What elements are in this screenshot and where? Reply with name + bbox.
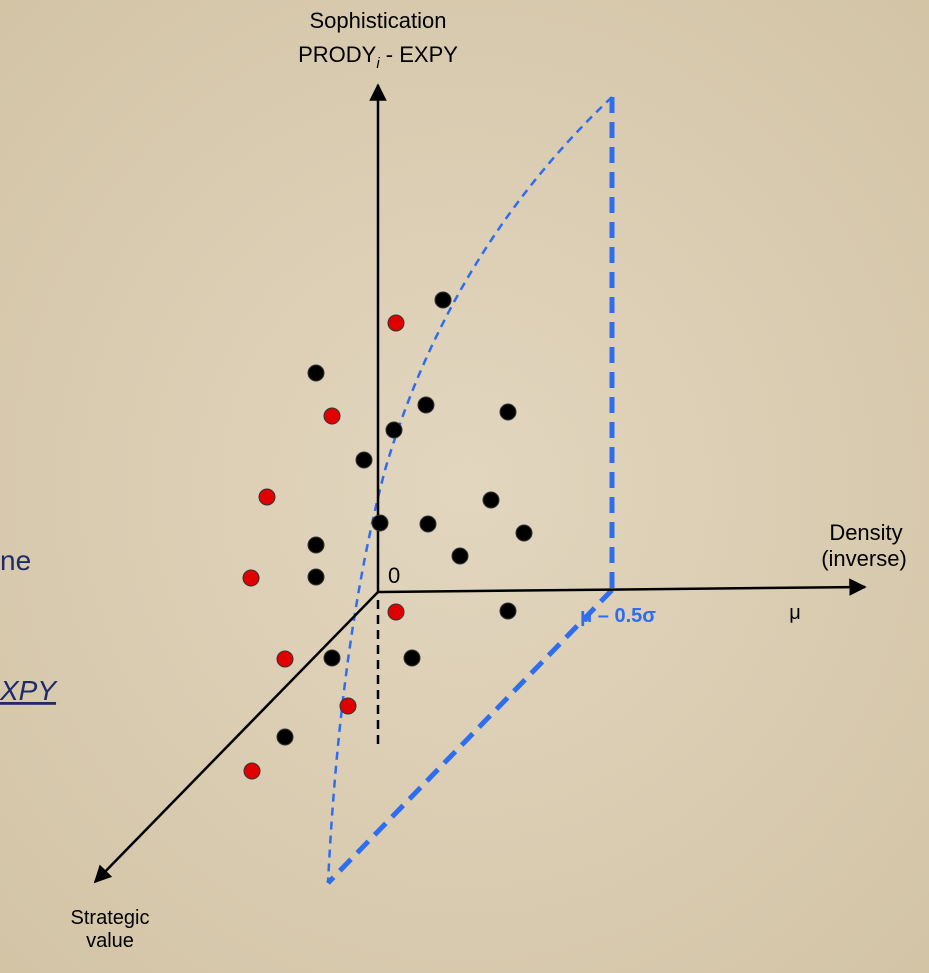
side-text: XPY (0, 675, 58, 706)
dot (403, 649, 421, 667)
dot (339, 697, 357, 715)
axis-label: PRODYi - EXPY (298, 42, 458, 72)
threshold-line (326, 588, 614, 885)
dot (276, 728, 294, 746)
dot (387, 314, 405, 332)
dot (307, 364, 325, 382)
dot (515, 524, 533, 542)
dot (482, 491, 500, 509)
threshold-label: μ – 0.5σ (580, 605, 656, 627)
dot (499, 403, 517, 421)
axis-label: Sophistication (310, 8, 447, 33)
dots (242, 291, 533, 780)
axis-label: Strategic (71, 907, 150, 929)
threshold-curve (326, 96, 613, 884)
dot (417, 396, 435, 414)
dot (499, 602, 517, 620)
origin-label: 0 (388, 563, 400, 588)
threshold-region (326, 96, 615, 885)
axis-label: value (86, 930, 134, 952)
dot (385, 421, 403, 439)
x-axis (377, 578, 867, 596)
dot (434, 291, 452, 309)
dot (419, 515, 437, 533)
mean-label: μ (789, 602, 801, 624)
dot (323, 407, 341, 425)
dot (355, 451, 373, 469)
dot (307, 568, 325, 586)
dot (307, 536, 325, 554)
dot (371, 514, 389, 532)
dot (258, 488, 276, 506)
dot (387, 603, 405, 621)
axis-label: Density (829, 520, 902, 545)
axis-label-part: - EXPY (380, 42, 459, 67)
axis-label: (inverse) (821, 546, 907, 571)
dot (323, 649, 341, 667)
z-axis (93, 591, 379, 884)
dot (243, 762, 261, 780)
axis-label-part: PRODY (298, 42, 377, 67)
axis-label-subscript: i (376, 55, 380, 72)
dot (451, 547, 469, 565)
dot (276, 650, 294, 668)
side-text: ne (0, 545, 31, 576)
dot (242, 569, 260, 587)
